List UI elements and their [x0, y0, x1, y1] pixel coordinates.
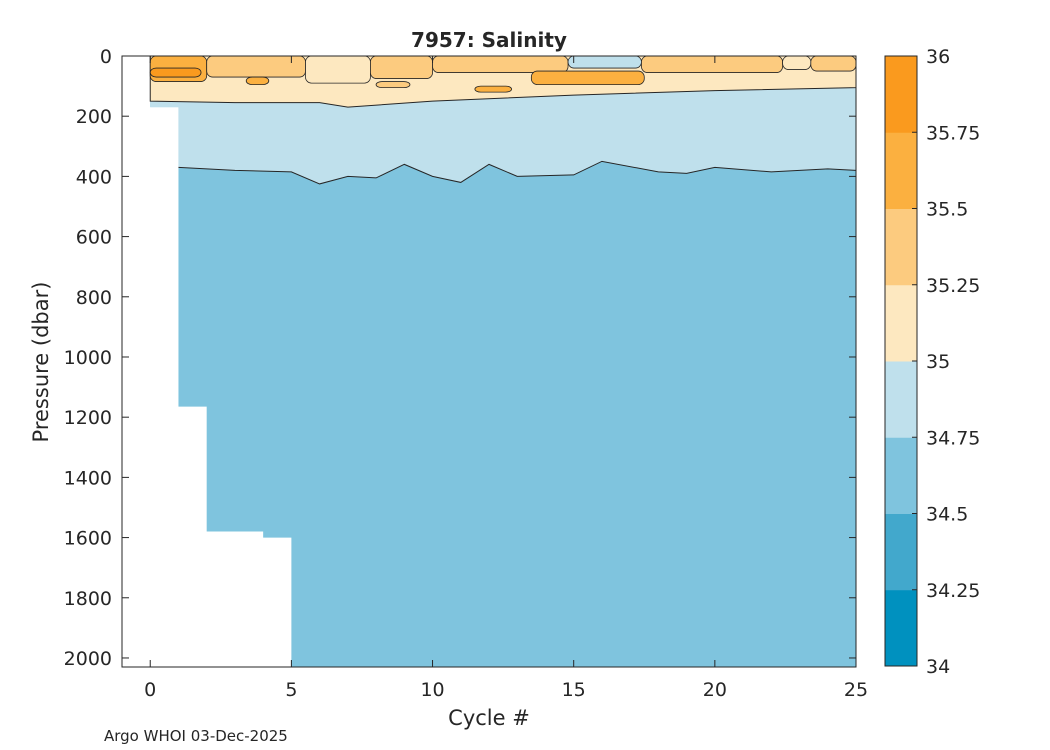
colorbar-tick-label: 35.75 — [926, 122, 980, 144]
colorbar-tick-label: 34 — [926, 656, 950, 678]
y-tick-label: 0 — [100, 46, 112, 68]
y-tick-label: 800 — [76, 287, 112, 309]
surface-patch — [810, 56, 856, 72]
surface-patch — [567, 56, 642, 69]
surface-patch — [375, 81, 411, 89]
colorbar: 34 34.25 34.5 34.75 35 35.25 35.5 35.75 36 — [884, 46, 980, 678]
plot-area — [122, 56, 856, 667]
isohaline-34-75-line — [178, 160, 856, 185]
y-axis-label: Pressure (dbar) — [29, 282, 53, 443]
surface-patch — [432, 56, 569, 73]
x-axis-label: Cycle # — [448, 706, 530, 730]
y-tick-label: 1000 — [64, 347, 112, 369]
isohaline-contours — [178, 160, 856, 185]
colorbar-swatch — [885, 513, 917, 591]
surface-patch — [782, 56, 812, 70]
x-tick-label: 20 — [703, 679, 727, 701]
colorbar-swatch — [885, 56, 917, 133]
plot-frame — [121, 55, 857, 668]
colorbar-swatch — [885, 361, 917, 438]
x-tick-label: 0 — [144, 679, 156, 701]
surface-patch — [149, 67, 202, 78]
surface-layer — [149, 56, 856, 108]
y-tick-label: 400 — [76, 166, 112, 188]
colorbar-tick-label: 35 — [926, 351, 950, 373]
y-tick-label: 1600 — [64, 528, 112, 550]
colorbar-tick-label: 34.75 — [926, 427, 980, 449]
surface-patch — [641, 56, 783, 73]
y-tick-label: 600 — [76, 227, 112, 249]
surface-patch — [530, 70, 645, 85]
colorbar-swatch — [885, 132, 917, 209]
chart-title: 7957: Salinity — [411, 28, 567, 52]
surface-patch — [206, 56, 306, 78]
colorbar-swatch — [885, 284, 917, 362]
colorbar-tick-label: 35.5 — [926, 199, 968, 221]
y-tick-label: 200 — [76, 106, 112, 128]
y-tick-label: 1200 — [64, 407, 112, 429]
colorbar-tick-label: 34.5 — [926, 504, 968, 526]
y-tick-label: 2000 — [64, 648, 112, 670]
x-tick-label: 10 — [420, 679, 444, 701]
colorbar-swatch — [885, 437, 917, 514]
colorbar-swatch — [885, 208, 917, 286]
y-tick-label: 1400 — [64, 467, 112, 489]
colorbar-tick-label: 36 — [926, 46, 950, 68]
footer-label: Argo WHOI 03-Dec-2025 — [104, 727, 288, 745]
colorbar-tick-label: 35.25 — [926, 275, 980, 297]
surface-patch — [370, 56, 433, 79]
surface-patch — [305, 56, 371, 84]
surface-patch — [245, 76, 270, 85]
y-axis: 0 200 400 600 800 1000 1200 1400 1600 1800 2000 — [64, 46, 856, 670]
y-tick-label: 1800 — [64, 588, 112, 610]
colorbar-swatch — [885, 589, 917, 667]
x-tick-label: 5 — [285, 679, 297, 701]
x-tick-label: 25 — [844, 679, 868, 701]
x-tick-label: 15 — [562, 679, 586, 701]
x-axis: 0 5 10 15 20 25 — [144, 56, 868, 701]
deep-water-fill — [150, 56, 856, 667]
surface-patch — [474, 85, 512, 93]
colorbar-tick-label: 34.25 — [926, 580, 980, 602]
